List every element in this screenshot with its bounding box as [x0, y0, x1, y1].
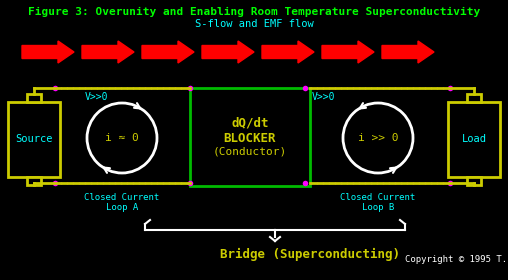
- FancyArrow shape: [202, 41, 254, 63]
- FancyArrow shape: [82, 41, 134, 63]
- Text: Closed Current: Closed Current: [340, 193, 416, 202]
- Text: Loop B: Loop B: [362, 203, 394, 212]
- Bar: [467, 94, 481, 102]
- Text: Bridge (Superconducting): Bridge (Superconducting): [220, 248, 400, 261]
- Text: i ≈ 0: i ≈ 0: [105, 133, 139, 143]
- Text: i >> 0: i >> 0: [358, 133, 398, 143]
- Text: Loop A: Loop A: [106, 203, 138, 212]
- Text: Closed Current: Closed Current: [84, 193, 160, 202]
- Text: V>>0: V>>0: [85, 92, 109, 102]
- FancyArrow shape: [262, 41, 314, 63]
- Text: dQ/dt: dQ/dt: [231, 116, 269, 129]
- Bar: [27, 177, 41, 185]
- FancyArrow shape: [142, 41, 194, 63]
- Bar: [27, 94, 41, 102]
- Bar: [8, 102, 60, 177]
- FancyArrow shape: [322, 41, 374, 63]
- Text: Load: Load: [461, 134, 487, 144]
- FancyArrow shape: [22, 41, 74, 63]
- Text: BLOCKER: BLOCKER: [224, 132, 276, 144]
- Text: Copyright © 1995 T.E. Bearden: Copyright © 1995 T.E. Bearden: [405, 255, 508, 264]
- Text: V>>0: V>>0: [312, 92, 335, 102]
- Bar: [448, 102, 500, 177]
- Text: (Conductor): (Conductor): [213, 147, 287, 157]
- Text: Source: Source: [15, 134, 53, 144]
- FancyArrow shape: [382, 41, 434, 63]
- Bar: [467, 177, 481, 185]
- Bar: [190, 88, 310, 186]
- Text: Figure 3: Overunity and Enabling Room Temperature Superconductivity: Figure 3: Overunity and Enabling Room Te…: [28, 7, 480, 17]
- Text: S-flow and EMF flow: S-flow and EMF flow: [195, 19, 313, 29]
